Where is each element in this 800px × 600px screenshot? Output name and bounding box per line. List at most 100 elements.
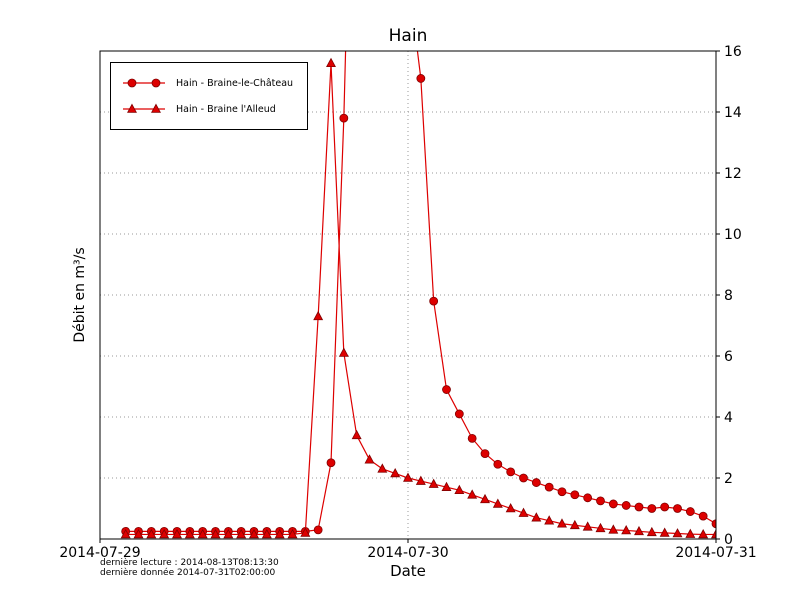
footer-note: dernière lecture : 2014-08-13T08:13:30 d… xyxy=(100,558,279,578)
y-tick-label: 4 xyxy=(724,410,733,426)
y-tick-label: 12 xyxy=(724,166,742,182)
data-point-triangle xyxy=(146,528,157,539)
data-point-circle xyxy=(429,296,439,306)
data-point-circle xyxy=(570,490,580,500)
data-point-triangle xyxy=(582,521,593,531)
data-point-triangle xyxy=(711,528,716,539)
series-line-triangle xyxy=(125,63,716,536)
circle-series-key-icon xyxy=(123,78,165,88)
data-point-triangle xyxy=(467,489,478,499)
data-point-triangle xyxy=(698,528,709,539)
triangle-series-key-icon xyxy=(123,103,165,113)
y-tick-label: 8 xyxy=(724,288,733,304)
data-point-triangle xyxy=(531,512,542,522)
footer-last-reading: dernière lecture : 2014-08-13T08:13:30 xyxy=(100,558,279,568)
data-point-triangle xyxy=(595,522,606,533)
data-point-circle xyxy=(442,385,451,394)
data-point-triangle xyxy=(133,528,144,539)
y-axis-label: Débit en m³/s xyxy=(72,247,88,343)
data-point-triangle xyxy=(274,528,285,539)
data-point-triangle xyxy=(544,515,555,525)
data-point-circle xyxy=(313,525,323,535)
data-point-triangle xyxy=(518,507,529,517)
data-point-circle xyxy=(467,433,477,443)
data-point-circle xyxy=(673,504,682,513)
data-point-circle xyxy=(493,459,503,469)
data-point-triangle xyxy=(646,526,657,537)
x-tick-label: 2014-07-30 xyxy=(367,545,448,561)
data-point-circle xyxy=(519,473,528,483)
data-point-circle xyxy=(531,478,541,487)
data-point-circle xyxy=(685,507,695,516)
data-point-triangle xyxy=(197,528,208,539)
data-point-triangle xyxy=(326,57,336,67)
data-point-triangle xyxy=(236,528,247,539)
legend-label: Hain - Braine-le-Château xyxy=(176,77,294,89)
data-point-circle xyxy=(544,482,554,492)
data-point-triangle xyxy=(557,518,567,528)
legend-entry-braine-l-alleud: Hain - Braine l'Alleud xyxy=(111,96,307,122)
data-point-triangle xyxy=(172,528,182,539)
data-point-triangle xyxy=(480,493,490,504)
data-point-circle xyxy=(416,74,426,83)
data-point-circle xyxy=(583,493,593,503)
data-point-circle xyxy=(647,504,657,513)
data-point-triangle xyxy=(454,484,465,495)
y-tick-label: 14 xyxy=(724,105,742,121)
data-point-circle xyxy=(660,502,670,512)
data-point-triangle xyxy=(672,528,683,538)
data-point-circle xyxy=(711,519,716,529)
data-point-triangle xyxy=(569,519,580,530)
chart-title: Hain xyxy=(388,26,428,46)
data-point-triangle xyxy=(300,527,311,537)
data-point-triangle xyxy=(659,527,670,537)
data-point-triangle xyxy=(505,503,516,513)
legend: Hain - Braine-le-Château Hain - Braine l… xyxy=(110,62,308,130)
data-point-triangle xyxy=(313,310,324,321)
data-point-triangle xyxy=(120,528,131,539)
data-point-triangle xyxy=(441,481,452,491)
data-point-triangle xyxy=(159,528,170,539)
y-tick-label: 0 xyxy=(724,532,733,548)
data-point-triangle xyxy=(403,472,413,482)
legend-entry-braine-le-chateau: Hain - Braine-le-Château xyxy=(111,70,307,96)
data-point-triangle xyxy=(249,528,259,539)
data-point-circle xyxy=(557,487,567,497)
data-point-circle xyxy=(326,458,336,468)
data-point-circle xyxy=(698,511,708,521)
data-point-circle xyxy=(506,467,516,477)
y-tick-label: 10 xyxy=(724,227,742,243)
data-point-triangle xyxy=(261,528,272,539)
x-tick-label: 2014-07-31 xyxy=(675,545,756,561)
x-tick-label: 2014-07-29 xyxy=(59,545,140,561)
data-point-triangle xyxy=(621,525,632,535)
data-point-triangle xyxy=(210,528,221,539)
data-point-circle xyxy=(454,409,464,419)
y-tick-label: 2 xyxy=(724,471,733,487)
data-point-triangle xyxy=(351,429,362,440)
x-axis-label: Date xyxy=(390,562,426,580)
data-point-circle xyxy=(596,496,605,506)
data-point-triangle xyxy=(287,528,298,539)
data-point-triangle xyxy=(685,528,696,538)
data-point-triangle xyxy=(634,525,644,536)
data-point-triangle xyxy=(338,347,349,357)
data-point-triangle xyxy=(492,498,503,508)
legend-label: Hain - Braine l'Alleud xyxy=(176,103,276,115)
y-tick-label: 6 xyxy=(724,349,733,365)
data-point-circle xyxy=(608,499,618,509)
data-point-circle xyxy=(634,502,644,512)
data-point-triangle xyxy=(415,475,426,485)
footer-last-data: dernière donnée 2014-07-31T02:00:00 xyxy=(100,568,276,578)
data-point-circle xyxy=(621,501,631,510)
y-tick-label: 16 xyxy=(724,44,742,60)
data-point-triangle xyxy=(377,463,388,473)
data-point-triangle xyxy=(390,467,401,478)
data-point-circle xyxy=(339,113,349,123)
data-point-triangle xyxy=(608,524,619,534)
data-point-triangle xyxy=(223,528,234,539)
data-point-circle xyxy=(480,449,490,459)
data-point-triangle xyxy=(364,454,375,464)
